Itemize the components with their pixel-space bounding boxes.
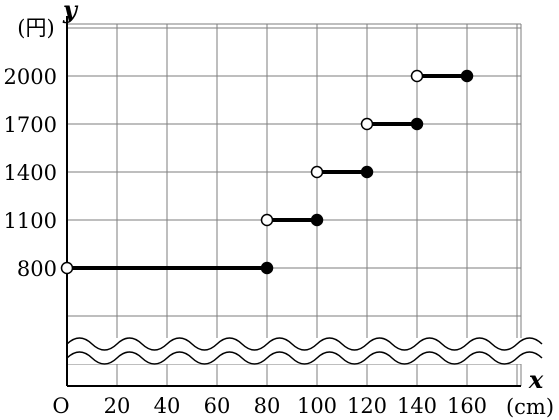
axes xyxy=(66,16,521,387)
y-tick-label: 1400 xyxy=(4,161,57,185)
x-axis-label: x xyxy=(528,365,544,394)
y-axis-label: y xyxy=(62,0,79,24)
x-tick-label: 140 xyxy=(397,394,437,418)
origin-label: O xyxy=(52,394,69,418)
closed-endpoint xyxy=(310,213,324,227)
x-unit-label: (cm) xyxy=(506,395,554,419)
y-tick-label: 800 xyxy=(17,257,57,281)
closed-endpoint xyxy=(360,165,374,179)
axis-break-wave-upper xyxy=(66,337,543,351)
open-endpoint xyxy=(60,261,74,275)
x-tick-label: 20 xyxy=(104,394,131,418)
x-tick-label: 80 xyxy=(254,394,281,418)
data-marks xyxy=(60,69,474,275)
y-tick-label: 1700 xyxy=(4,113,57,137)
closed-endpoint xyxy=(410,117,424,131)
axis-break-wave-lower xyxy=(66,351,543,365)
grid xyxy=(66,23,522,386)
open-endpoint xyxy=(360,117,374,131)
y-tick-label: 1100 xyxy=(4,209,57,233)
x-tick-label: 40 xyxy=(154,394,181,418)
x-tick-label: 100 xyxy=(297,394,337,418)
open-endpoint xyxy=(410,69,424,83)
y-tick-label: 2000 xyxy=(4,65,57,89)
x-tick-label: 160 xyxy=(447,394,487,418)
closed-endpoint xyxy=(460,69,474,83)
open-endpoint xyxy=(310,165,324,179)
x-tick-label: 60 xyxy=(204,394,231,418)
open-endpoint xyxy=(260,213,274,227)
y-unit-label: (円) xyxy=(17,16,54,40)
axis-break-wave xyxy=(65,337,543,365)
x-tick-label: 120 xyxy=(347,394,387,418)
closed-endpoint xyxy=(260,261,274,275)
tick-labels: 20 40 60 80 100 120 140 160 800 1100 1400 1700 2000 xyxy=(4,65,488,418)
